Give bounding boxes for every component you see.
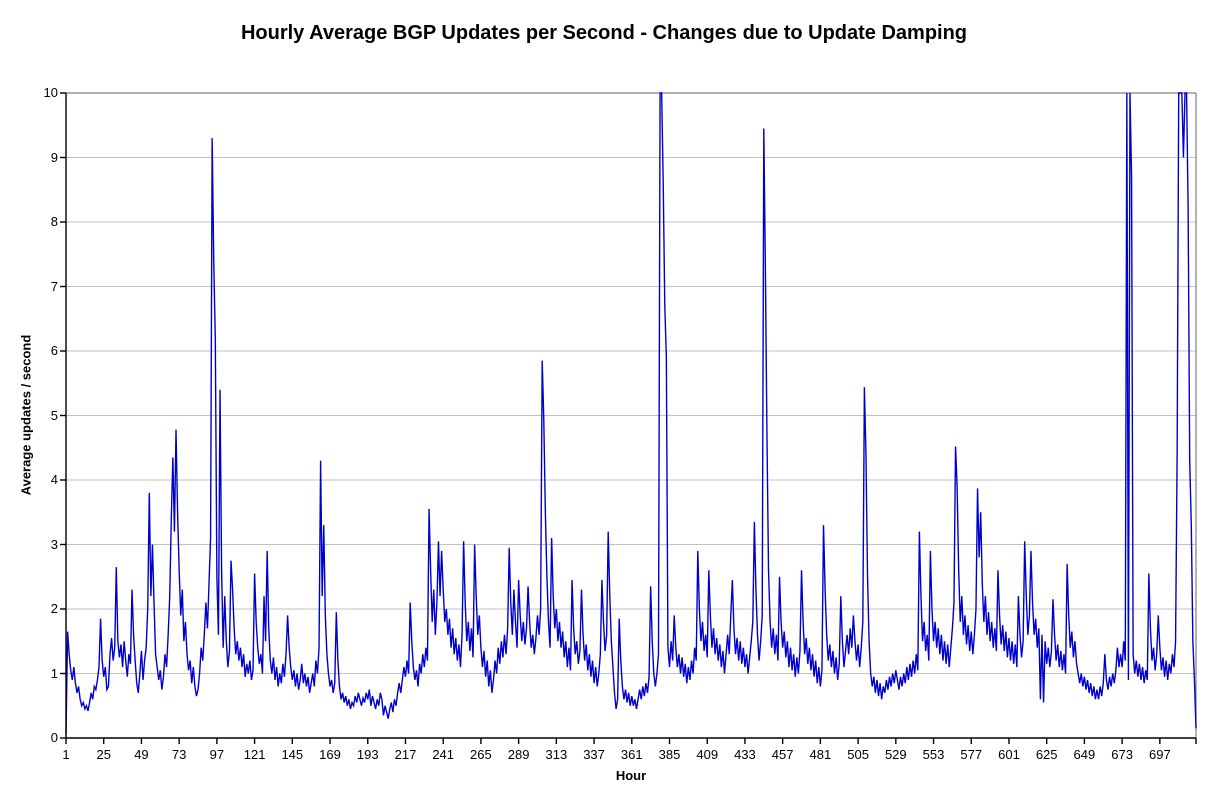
x-tick-label: 625 [1035,747,1058,762]
x-tick-label: 169 [319,747,341,762]
x-tick-label: 193 [356,747,379,762]
y-tick-label: 2 [50,601,58,616]
x-tick-label: 577 [960,747,983,762]
x-tick-label: 265 [470,747,492,762]
y-tick-label: 3 [50,536,58,552]
x-tick-label: 337 [583,747,605,762]
x-tick-label: 553 [922,747,945,762]
x-tick-label: 529 [884,747,907,762]
x-tick-label: 241 [432,747,455,762]
y-tick-label: 7 [50,278,58,294]
y-tick-label: 6 [50,343,58,358]
x-tick-label: 601 [998,747,1020,762]
y-axis-title: Average updates / second [18,334,34,496]
chart-title: Hourly Average BGP Updates per Second - … [240,22,968,44]
y-tick-label: 1 [50,665,58,681]
x-tick-label: 697 [1148,747,1171,762]
x-tick-label: 25 [96,747,111,762]
y-tick-label: 4 [50,472,58,487]
x-tick-label: 145 [281,747,304,762]
y-tick-label: 5 [50,407,58,423]
x-tick-label: 409 [696,747,719,762]
x-tick-label: 49 [134,747,149,762]
x-tick-label: 505 [847,747,869,762]
y-tick-label: 8 [50,214,58,229]
bgp-updates-line-series [65,92,1197,735]
x-tick-label: 481 [809,747,832,762]
x-tick-label: 73 [171,747,187,762]
x-tick-label: 433 [734,747,756,762]
x-axis-title: Hour [615,768,647,783]
x-tick-label: 121 [243,747,266,762]
y-tick-label: 10 [43,85,58,100]
y-tick-label: 0 [50,730,58,745]
x-tick-label: 289 [507,747,530,762]
x-tick-label: 361 [620,747,643,762]
x-tick-label: 1 [62,747,70,762]
x-tick-label: 97 [209,747,225,762]
y-tick-label: 9 [50,149,58,165]
x-tick-label: 673 [1111,747,1133,762]
x-tick-label: 649 [1073,747,1096,762]
x-tick-label: 385 [658,747,681,762]
x-tick-label: 217 [394,747,417,762]
x-tick-label: 457 [771,747,794,762]
x-tick-label: 313 [545,747,568,762]
